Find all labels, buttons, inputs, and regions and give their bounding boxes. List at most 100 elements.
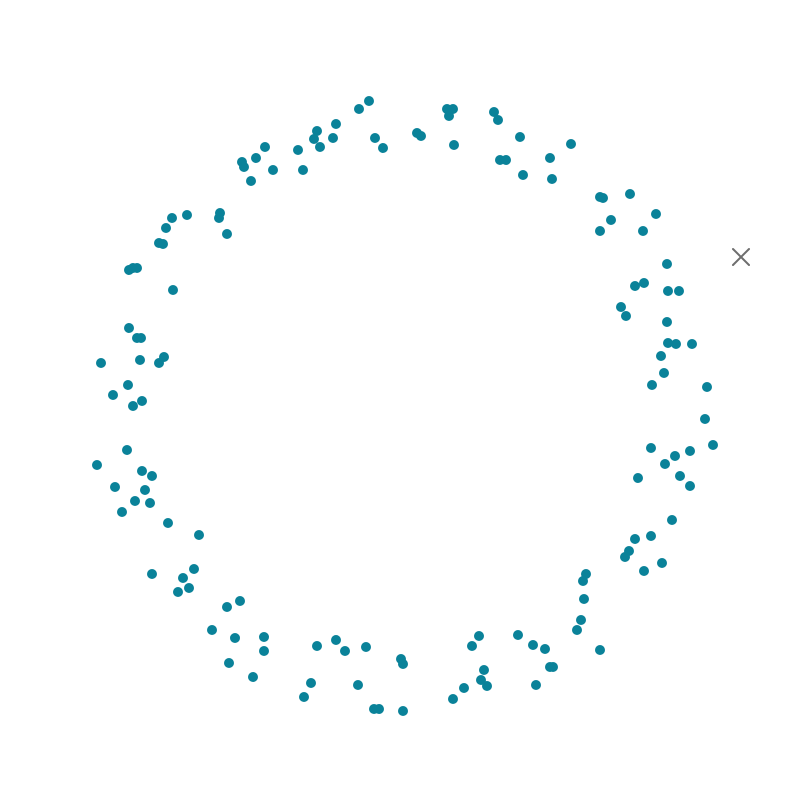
scatter-point-76 bbox=[108, 390, 118, 400]
scatter-point-97 bbox=[194, 530, 204, 540]
scatter-point-125 bbox=[540, 644, 550, 654]
scatter-point-8 bbox=[378, 143, 388, 153]
scatter-point-138 bbox=[340, 646, 350, 656]
scatter-point-74 bbox=[135, 355, 145, 365]
scatter-point-12 bbox=[515, 132, 525, 142]
scatter-point-113 bbox=[184, 583, 194, 593]
scatter-point-147 bbox=[398, 706, 408, 716]
scatter-point-136 bbox=[331, 635, 341, 645]
scatter-point-86 bbox=[667, 515, 677, 525]
scatter-point-89 bbox=[137, 466, 147, 476]
scatter-point-96 bbox=[163, 518, 173, 528]
scatter-point-98 bbox=[646, 531, 656, 541]
scatter-point-95 bbox=[117, 507, 127, 517]
scatter-point-5 bbox=[489, 107, 499, 117]
scatter-point-18 bbox=[547, 174, 557, 184]
scatter-point-10 bbox=[416, 131, 426, 141]
scatter-point-142 bbox=[353, 680, 363, 690]
scatter-point-38 bbox=[638, 226, 648, 236]
scatter-point-27 bbox=[251, 153, 261, 163]
scatter-point-0 bbox=[364, 96, 374, 106]
scatter-point-30 bbox=[268, 165, 278, 175]
scatter-point-78 bbox=[137, 396, 147, 406]
scatter-point-1 bbox=[354, 104, 364, 114]
scatter-point-7 bbox=[370, 133, 380, 143]
scatter-point-41 bbox=[630, 281, 640, 291]
scatter-point-35 bbox=[606, 215, 616, 225]
scatter-point-118 bbox=[230, 633, 240, 643]
scatter-point-109 bbox=[595, 645, 605, 655]
scatter-point-15 bbox=[501, 155, 511, 165]
scatter-point-20 bbox=[312, 126, 322, 136]
close-icon bbox=[732, 248, 750, 266]
scatter-point-64 bbox=[647, 380, 657, 390]
scatter-point-94 bbox=[145, 498, 155, 508]
scatter-point-33 bbox=[598, 193, 608, 203]
scatter-point-62 bbox=[656, 351, 666, 361]
scatter-point-120 bbox=[259, 646, 269, 656]
scatter-point-81 bbox=[685, 446, 695, 456]
scatter-point-13 bbox=[566, 139, 576, 149]
scatter-point-23 bbox=[315, 142, 325, 152]
scatter-point-139 bbox=[361, 642, 371, 652]
scatter-point-58 bbox=[662, 317, 672, 327]
scatter-point-88 bbox=[92, 460, 102, 470]
scatter-point-134 bbox=[459, 683, 469, 693]
scatter-point-24 bbox=[293, 145, 303, 155]
scatter-point-42 bbox=[663, 286, 673, 296]
scatter-point-48 bbox=[161, 223, 171, 233]
scatter-point-59 bbox=[663, 338, 673, 348]
scatter-point-114 bbox=[173, 587, 183, 597]
close-button[interactable] bbox=[729, 245, 753, 269]
scatter-point-123 bbox=[513, 630, 523, 640]
scatter-point-39 bbox=[662, 259, 672, 269]
scatter-point-55 bbox=[168, 285, 178, 295]
scatter-point-119 bbox=[259, 632, 269, 642]
scatter-point-116 bbox=[222, 602, 232, 612]
scatter-point-108 bbox=[572, 625, 582, 635]
scatter-point-56 bbox=[616, 302, 626, 312]
scatter-point-85 bbox=[633, 473, 643, 483]
scatter-point-21 bbox=[309, 134, 319, 144]
scatter-point-111 bbox=[189, 564, 199, 574]
scatter-point-40 bbox=[639, 278, 649, 288]
scatter-point-49 bbox=[222, 229, 232, 239]
scatter-point-67 bbox=[708, 440, 718, 450]
scatter-point-83 bbox=[675, 471, 685, 481]
scatter-point-90 bbox=[147, 471, 157, 481]
scatter-point-71 bbox=[96, 358, 106, 368]
scatter-point-54 bbox=[132, 263, 142, 273]
scatter-point-31 bbox=[246, 176, 256, 186]
scatter-point-141 bbox=[398, 659, 408, 669]
scatter-point-122 bbox=[248, 672, 258, 682]
scatter-point-29 bbox=[239, 162, 249, 172]
scatter-point-11 bbox=[449, 140, 459, 150]
scatter-point-107 bbox=[576, 615, 586, 625]
scatter-point-127 bbox=[548, 662, 558, 672]
scatter-point-135 bbox=[448, 694, 458, 704]
scatter-point-51 bbox=[158, 239, 168, 249]
scatter-point-121 bbox=[224, 658, 234, 668]
scatter-point-105 bbox=[578, 576, 588, 586]
scatter-point-103 bbox=[639, 566, 649, 576]
scatter-point-22 bbox=[328, 133, 338, 143]
scatter-point-117 bbox=[207, 625, 217, 635]
scatter-point-66 bbox=[700, 414, 710, 424]
scatter-point-16 bbox=[545, 153, 555, 163]
scatter-point-63 bbox=[659, 368, 669, 378]
scatter-point-92 bbox=[140, 485, 150, 495]
scatter-point-110 bbox=[147, 569, 157, 579]
scatter-point-130 bbox=[467, 641, 477, 651]
scatter-point-106 bbox=[579, 594, 589, 604]
scatter-point-80 bbox=[670, 451, 680, 461]
scatter-point-91 bbox=[110, 482, 120, 492]
scatter-point-115 bbox=[235, 596, 245, 606]
scatter-point-146 bbox=[374, 704, 384, 714]
scatter-point-77 bbox=[128, 401, 138, 411]
scatter-point-101 bbox=[620, 552, 630, 562]
scatter-point-60 bbox=[671, 339, 681, 349]
scatter-point-47 bbox=[167, 213, 177, 223]
scatter-point-65 bbox=[702, 382, 712, 392]
scatter-point-144 bbox=[299, 692, 309, 702]
